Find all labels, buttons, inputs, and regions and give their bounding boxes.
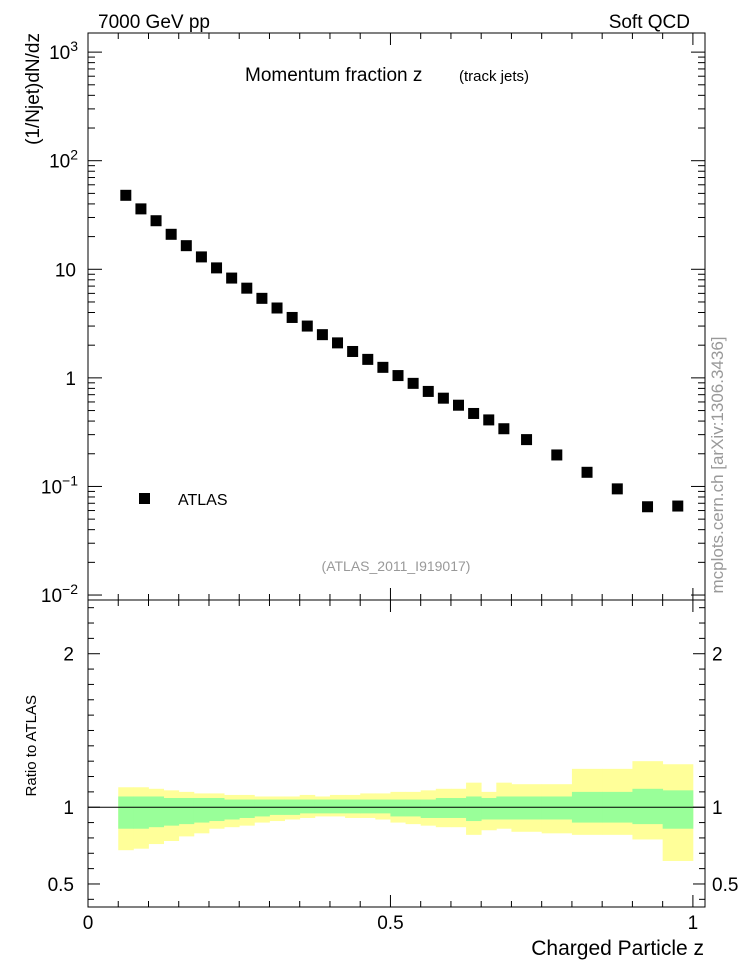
legend-marker-atlas (139, 493, 150, 504)
data-point-atlas (135, 203, 147, 215)
band-inner-bin (133, 796, 149, 829)
data-point-atlas (195, 251, 207, 263)
x-tick-label: 0.5 (377, 913, 403, 934)
legend-label-atlas: ATLAS (178, 492, 228, 509)
data-point-atlas (422, 385, 434, 397)
band-inner-bin (345, 799, 361, 814)
data-point-atlas (332, 337, 344, 349)
data-point-atlas (165, 228, 177, 240)
ratio-y-tick-label: 0.5 (48, 875, 74, 896)
data-point-atlas (551, 449, 563, 461)
main-frame: 10−2 10−1 1 10 102 103 (41, 32, 706, 607)
data-point-atlas (347, 345, 359, 357)
data-point-atlas (316, 329, 328, 341)
y-axis-label: (1/Njet)dN/dz (23, 33, 44, 145)
data-point-atlas (301, 320, 313, 332)
data-point-atlas (150, 215, 162, 227)
data-point-atlas (468, 407, 480, 419)
band-inner-bin (163, 798, 180, 826)
data-point-atlas (581, 466, 593, 478)
analysis-tag: (ATLAS_2011_I919017) (322, 558, 471, 574)
data-point-atlas (271, 302, 283, 314)
main-points (120, 189, 684, 513)
data-point-atlas (392, 370, 404, 382)
band-inner-bin (450, 798, 467, 818)
data-point-atlas (226, 272, 238, 284)
data-point-atlas (120, 189, 132, 201)
data-point-atlas (241, 282, 253, 294)
plot-subtitle: (track jets) (459, 68, 529, 85)
band-inner-bin (118, 796, 134, 829)
ratio-y-tick-label: 2 (712, 645, 723, 666)
watermark: mcplots.cern.ch [arXiv:1306.3436] (708, 336, 727, 593)
data-point-atlas (611, 483, 623, 495)
band-inner-bin (632, 788, 664, 825)
band-inner-bin (299, 799, 316, 814)
ratio-y-tick-label: 2 (63, 645, 74, 666)
data-point-atlas (256, 292, 268, 304)
ratio-y-tick-label: 1 (712, 798, 723, 819)
data-point-atlas (362, 353, 374, 365)
band-inner-bin (541, 796, 573, 820)
band-inner-bin (481, 798, 497, 820)
band-inner-bin (193, 798, 210, 823)
energy-label: 7000 GeV pp (98, 12, 210, 33)
band-inner-bin (314, 799, 331, 814)
band-inner-bin (496, 796, 512, 820)
band-inner-bin (329, 799, 346, 814)
band-inner-bin (148, 796, 165, 828)
data-point-atlas (437, 392, 449, 404)
band-inner-bin (466, 796, 482, 822)
data-point-atlas (377, 361, 389, 373)
band-inner-bin (420, 799, 437, 818)
band-inner-bin (360, 799, 376, 814)
band-inner-bin (224, 799, 240, 820)
main-y-tick-label: 10 (55, 260, 76, 281)
main-y-tick-label: 102 (49, 147, 78, 173)
band-inner-bin (390, 799, 406, 817)
band-inner-bin (178, 798, 195, 825)
main-frame-border (87, 32, 706, 601)
data-point-atlas (483, 414, 495, 426)
ratio-bands (118, 761, 694, 861)
band-inner-bin (662, 790, 694, 829)
data-point-atlas (453, 399, 464, 411)
plot-title: Momentum fraction z (245, 65, 422, 86)
main-y-tick-label: 103 (49, 38, 78, 64)
band-inner-bin (405, 799, 422, 817)
ratio-y-tick-label: 1 (63, 798, 74, 819)
data-point-atlas (407, 377, 419, 389)
data-point-atlas (180, 240, 192, 252)
process-label: Soft QCD (609, 12, 690, 33)
main-y-tick-label: 1 (65, 369, 76, 390)
data-point-atlas (521, 434, 533, 446)
band-inner-bin (254, 799, 270, 817)
ratio-y-axis-label: Ratio to ATLAS (23, 695, 40, 796)
data-point-atlas (672, 500, 684, 512)
data-point-atlas (498, 423, 510, 435)
ratio-frame-border (87, 599, 706, 908)
band-inner-bin (208, 798, 225, 822)
band-inner-bin (511, 796, 543, 820)
data-point-atlas (286, 311, 298, 323)
band-inner-bin (375, 799, 391, 814)
x-tick-label: 1 (688, 913, 699, 934)
ratio-y-tick-label: 0.5 (712, 875, 738, 896)
x-axis-label: Charged Particle z (531, 937, 704, 960)
band-inner-bin (435, 798, 452, 818)
band-inner-bin (239, 799, 255, 818)
data-point-atlas (211, 262, 223, 274)
data-point-atlas (642, 501, 654, 513)
x-tick-label: 0 (83, 913, 94, 934)
main-y-tick-label: 10−1 (41, 472, 78, 498)
main-y-tick-label: 10−2 (41, 581, 78, 607)
